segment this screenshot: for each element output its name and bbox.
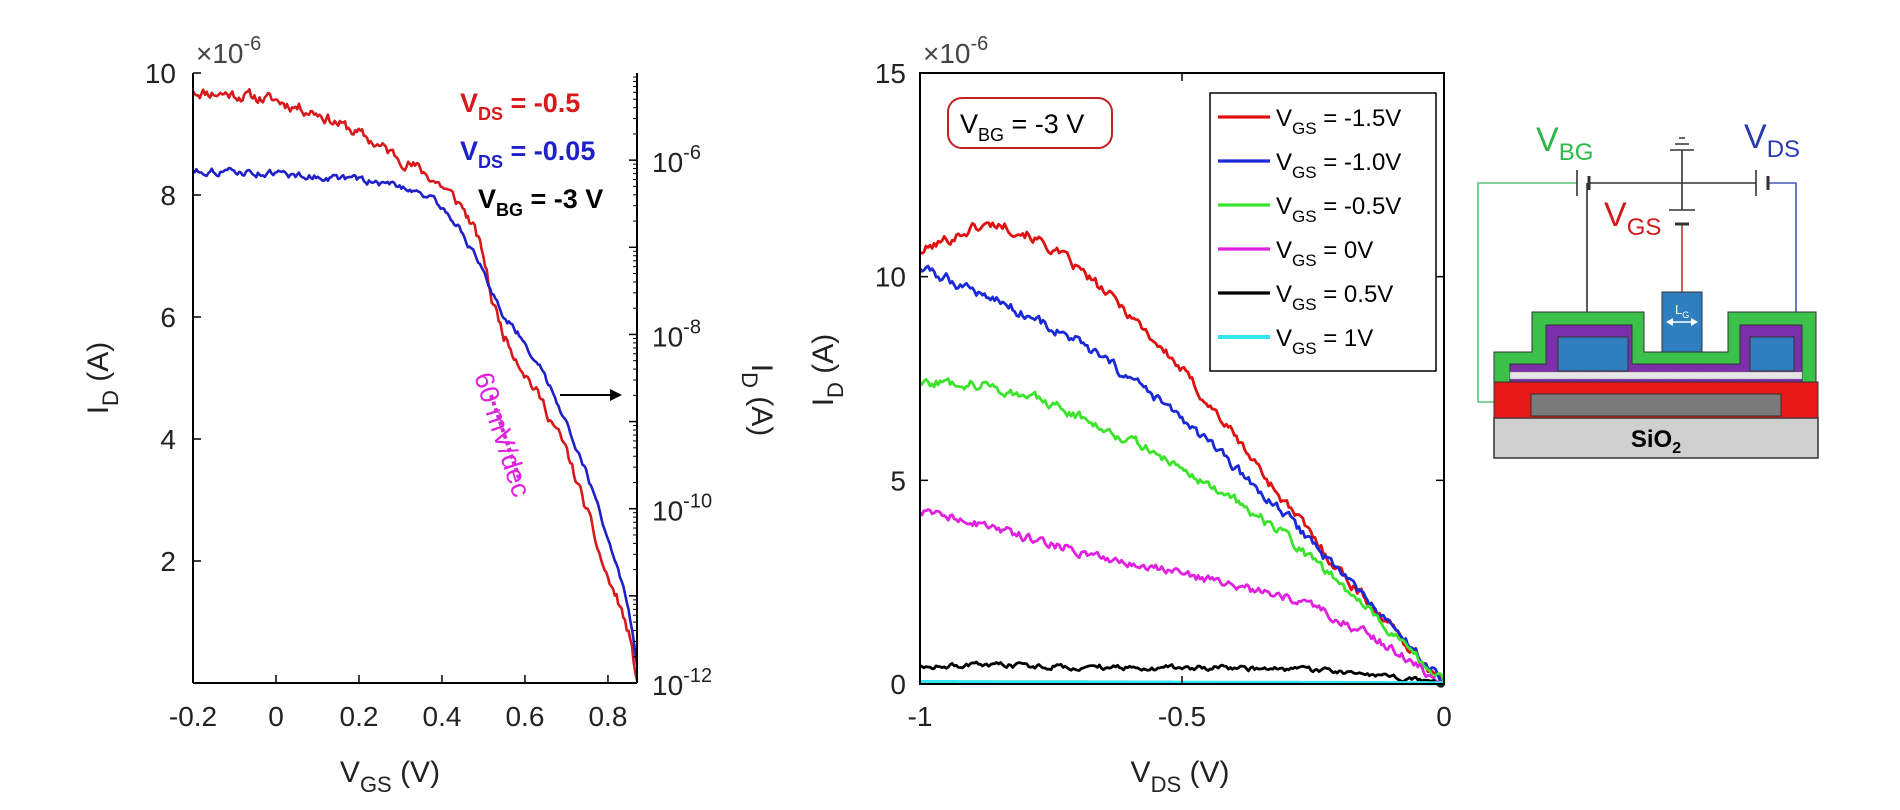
right-chart-xlabel: VDS (V) bbox=[1131, 756, 1230, 797]
series-line-right-v-gs-0-5v bbox=[919, 377, 1446, 685]
right-y-tick-label: 0 bbox=[890, 669, 906, 700]
right-chart-ticks: -1 -0.5 0 15 10 5 0 bbox=[875, 58, 1452, 732]
left-x-tick-label: -0.2 bbox=[169, 701, 217, 732]
schematic-vds-label: VDS bbox=[1744, 118, 1800, 163]
right-x-tick-label: -1 bbox=[908, 701, 933, 732]
left-legend-vbg: VBG = -3 V bbox=[478, 184, 603, 220]
left-chart-lines bbox=[191, 88, 639, 681]
left-y2-tick-label: 10-12 bbox=[652, 665, 712, 701]
right-x-tick-label: 0 bbox=[1436, 701, 1452, 732]
left-chart: 60 mV/dec -0.2 0 0.2 0.4 0.6 0.8 10 8 6 4 2 10-6 10-… bbox=[82, 33, 778, 797]
right-y-tick-label: 5 bbox=[890, 465, 906, 496]
back-gate-metal bbox=[1530, 393, 1782, 417]
left-chart-xlabel: VGS (V) bbox=[340, 756, 440, 797]
left-x-tick-label: 0.6 bbox=[505, 701, 544, 732]
left-y-tick-label: 2 bbox=[160, 546, 176, 577]
legend-label-4: VGS = 0.5V bbox=[1276, 281, 1393, 314]
channel-layer bbox=[1509, 371, 1803, 380]
left-x-tick-label: 0 bbox=[268, 701, 284, 732]
legend-label-1: VGS = -1.0V bbox=[1276, 149, 1401, 182]
left-x-tick-label: 0.8 bbox=[588, 701, 627, 732]
right-y-tick-label: 15 bbox=[875, 58, 906, 89]
schematic-vbg-label: VBG bbox=[1536, 121, 1593, 166]
series-line-left-v-ds-0-05 bbox=[192, 166, 639, 665]
series-line-right-v-gs-0v bbox=[919, 508, 1445, 686]
right-legend-items: VGS = -1.5V VGS = -1.0V VGS = -0.5V VGS = 0… bbox=[1218, 105, 1401, 358]
right-axis-arrowhead bbox=[610, 389, 622, 401]
legend-label-5: VGS = 1V bbox=[1276, 325, 1373, 358]
schematic-vgs-label: VGS bbox=[1604, 196, 1661, 241]
left-y2-tick-label: 10-6 bbox=[652, 142, 701, 178]
source-contact bbox=[1557, 336, 1629, 372]
left-y-tick-label: 8 bbox=[160, 180, 176, 211]
gate-length-label: LG bbox=[1675, 302, 1689, 320]
left-legend-vds-05: VDS = -0.5 bbox=[460, 88, 580, 124]
legend-label-3: VGS = 0V bbox=[1276, 237, 1373, 270]
series-line-left-v-ds-0-5 bbox=[191, 88, 639, 681]
left-x-tick-label: 0.2 bbox=[340, 701, 379, 732]
right-chart-ylabel: ID (A) bbox=[807, 334, 848, 407]
gate-length-arrowhead-right bbox=[1691, 318, 1698, 326]
schematic-sio2-label: SiO2 bbox=[1631, 426, 1681, 457]
vbg-bias-box bbox=[947, 97, 1113, 149]
left-chart-y2label: ID (A) bbox=[737, 364, 778, 437]
series-line-right-v-gs-0-5v bbox=[919, 660, 1445, 688]
right-chart-multiplier: ×10-6 bbox=[923, 33, 988, 69]
vds-wire-right bbox=[1768, 182, 1797, 312]
left-chart-multiplier: ×10-6 bbox=[196, 33, 261, 69]
right-x-tick-label: -0.5 bbox=[1158, 701, 1206, 732]
slope-marker-line bbox=[489, 394, 521, 479]
right-legend-box bbox=[1209, 92, 1437, 372]
vds-battery-symbol bbox=[1755, 170, 1770, 196]
series-line-right-v-gs-1-0v bbox=[918, 264, 1446, 688]
left-legend-vds-005: VDS = -0.05 bbox=[460, 136, 595, 172]
slope-annotation: 60 mV/dec bbox=[468, 368, 536, 500]
vgs-battery-symbol bbox=[1669, 209, 1695, 226]
left-y-tick-label: 10 bbox=[145, 58, 176, 89]
right-y-tick-label: 10 bbox=[875, 262, 906, 293]
left-y-tick-label: 6 bbox=[160, 302, 176, 333]
left-chart-ticks: -0.2 0 0.2 0.4 0.6 0.8 10 8 6 4 2 10-6 10-8 10-10 10-1… bbox=[145, 58, 712, 732]
right-chart: -1 -0.5 0 15 10 5 0 ×10-6 VBG = -3 V VGS = -1.… bbox=[807, 33, 1452, 797]
left-y2-tick-label: 10-10 bbox=[652, 491, 712, 527]
legend-label-2: VGS = -0.5V bbox=[1276, 193, 1401, 226]
legend-label-0: VGS = -1.5V bbox=[1276, 105, 1401, 138]
left-y-tick-label: 4 bbox=[160, 424, 176, 455]
gate-length-arrowhead-left bbox=[1666, 318, 1673, 326]
device-schematic: LG VBG VDS VGS SiO2 bbox=[1477, 118, 1819, 459]
left-chart-ylabel: ID (A) bbox=[82, 342, 123, 415]
drain-contact bbox=[1749, 336, 1795, 372]
left-y2-tick-label: 10-8 bbox=[652, 316, 701, 352]
left-x-tick-label: 0.4 bbox=[423, 701, 462, 732]
vbg-bias-label: VBG = -3 V bbox=[960, 109, 1084, 145]
vbg-battery-symbol bbox=[1576, 170, 1591, 196]
